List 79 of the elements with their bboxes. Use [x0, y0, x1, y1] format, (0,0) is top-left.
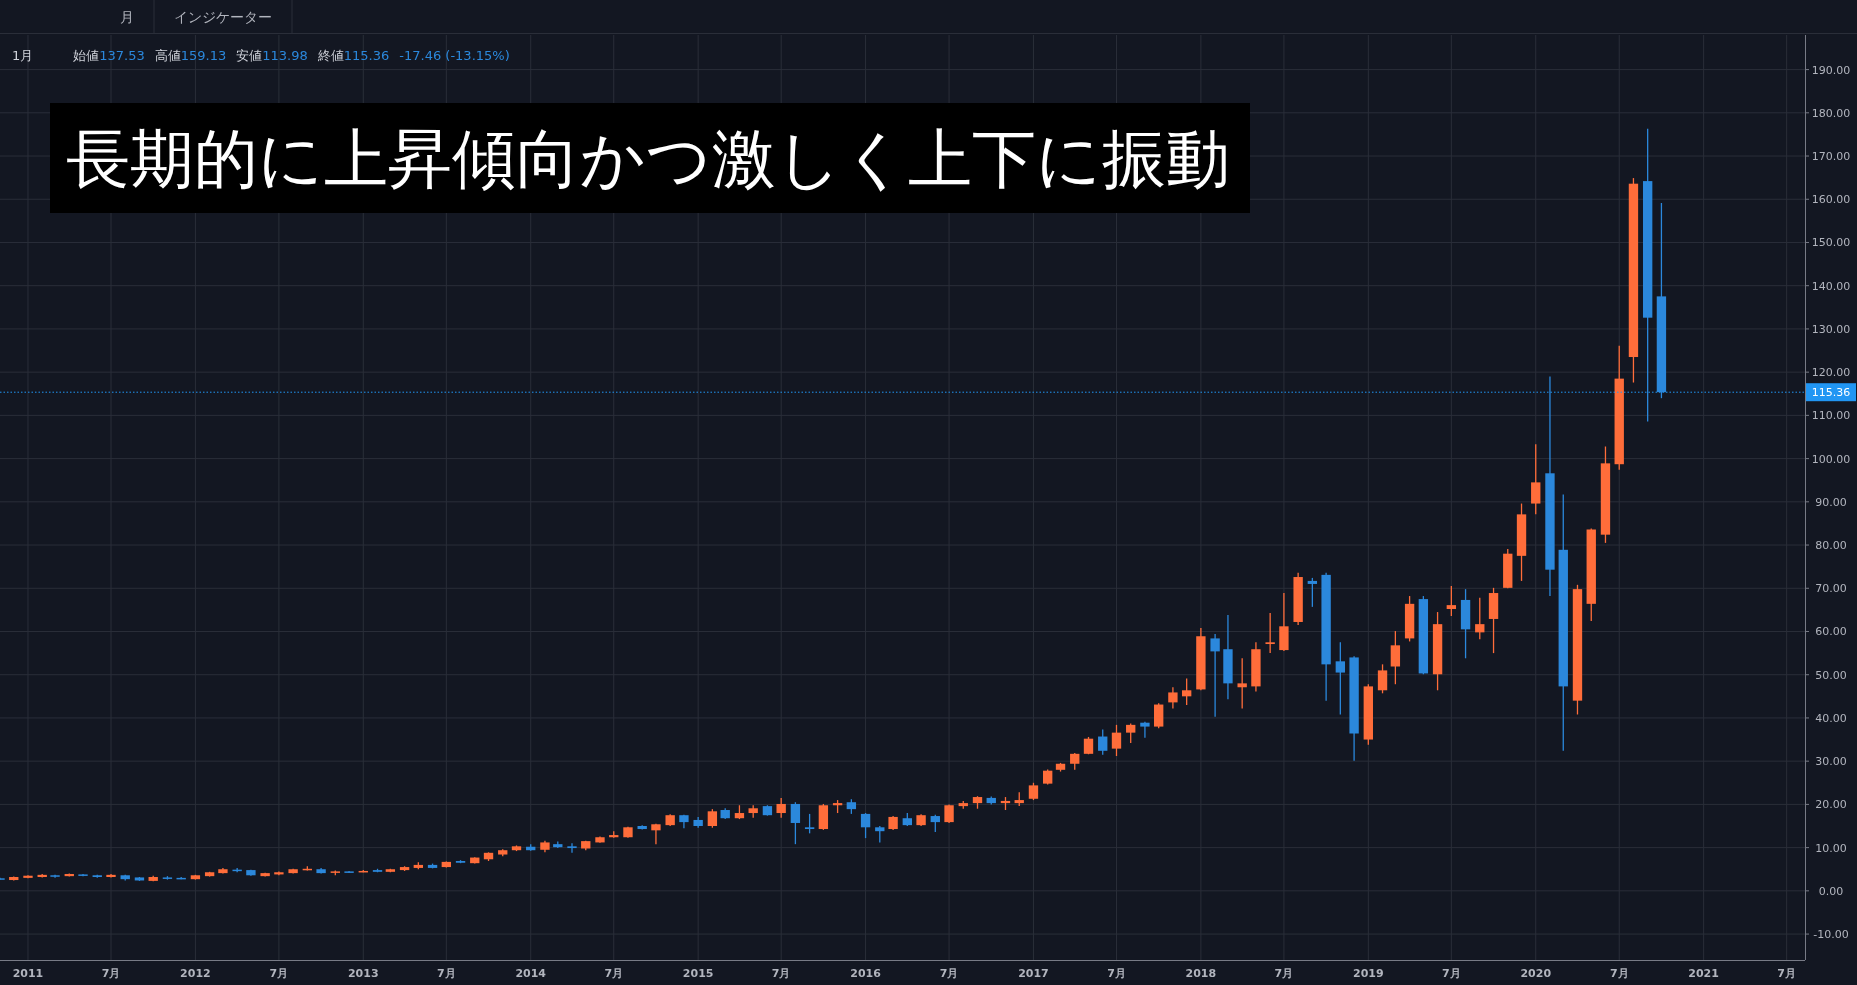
candlestick: [1111, 724, 1122, 757]
x-tick-label: 7月: [436, 967, 456, 980]
y-tick-label: 50.00: [1815, 668, 1847, 682]
candlestick: [707, 808, 718, 829]
candlestick: [776, 797, 786, 819]
candlestick: [790, 801, 801, 845]
candlestick: [1307, 577, 1318, 608]
candlestick: [818, 803, 829, 831]
x-tick-label: 7月: [1777, 967, 1796, 980]
candlestick: [1279, 592, 1289, 652]
y-tick-label: 10.00: [1815, 841, 1847, 855]
candlestick: [1210, 633, 1220, 718]
candlestick: [804, 813, 815, 834]
y-tick-label: 30.00: [1815, 755, 1847, 769]
x-tick-label: 2018: [1185, 967, 1217, 980]
x-tick-label: 7月: [1274, 967, 1294, 980]
annotation: 高値159.13: [154, 48, 227, 63]
y-tick-label: -10.00: [1813, 928, 1849, 942]
x-tick-label: 7月: [269, 967, 289, 980]
y-tick-label: 140.00: [1811, 279, 1851, 293]
candlestick: [1377, 663, 1388, 694]
y-tick-label: 0.00: [1818, 884, 1844, 898]
candlestick: [1531, 443, 1541, 516]
y-tick-label: 100.00: [1811, 452, 1851, 466]
candlestick: [1154, 702, 1164, 729]
annotation: -17.46 (-13.15%): [399, 48, 510, 63]
candlestick: [1237, 657, 1247, 710]
candlestick: [1181, 677, 1192, 706]
candlestick: [1265, 612, 1275, 654]
candlestick: [1335, 641, 1346, 716]
x-tick-label: 2016: [850, 967, 882, 980]
y-tick-label: 160.00: [1811, 193, 1851, 207]
ref-line-label: 115.36: [1811, 386, 1851, 400]
x-tick-label: 7月: [1442, 967, 1461, 980]
x-tick-label: 2020: [1520, 967, 1552, 980]
annotation: 終値115.36: [316, 48, 390, 63]
candlestick: [1126, 722, 1136, 744]
candlestick: [1140, 721, 1150, 739]
text: 月: [120, 9, 134, 25]
y-tick-label: 40.00: [1815, 711, 1847, 725]
candlestick: [1446, 585, 1457, 617]
candlestick: [567, 842, 577, 854]
y-tick-label: 70.00: [1815, 582, 1847, 596]
y-tick-label: 120.00: [1811, 366, 1851, 380]
x-tick-label: 2017: [1018, 967, 1049, 980]
x-tick-label: 7月: [939, 967, 959, 980]
y-tick-label: 180.00: [1811, 106, 1851, 120]
y-tick-label: 110.00: [1811, 409, 1851, 423]
x-tick-label: 2014: [515, 967, 547, 980]
x-tick-label: 7月: [771, 967, 791, 980]
x-tick-label: 2011: [12, 967, 44, 980]
y-tick-label: 190.00: [1811, 63, 1851, 77]
x-tick-label: 2019: [1353, 967, 1384, 980]
y-tick-label: 80.00: [1815, 539, 1847, 553]
candlestick: [944, 803, 954, 824]
x-tick-label: 2012: [180, 967, 211, 980]
y-tick-label: 130.00: [1811, 322, 1851, 336]
x-tick-label: 2015: [682, 967, 714, 980]
x-tick-label: 7月: [1609, 967, 1629, 980]
annotation: 安値113.98: [236, 48, 308, 63]
x-tick-label: 2021: [1688, 967, 1719, 980]
candlestick: [1390, 630, 1401, 685]
text: インジケーター: [174, 9, 272, 25]
x-tick-label: 7月: [1107, 967, 1126, 980]
x-tick-label: 7月: [101, 967, 121, 980]
y-tick-label: 60.00: [1815, 625, 1847, 639]
candlestick: [1168, 686, 1178, 710]
x-tick-label: 2013: [347, 967, 379, 980]
title: 長期的に上昇傾向かつ激しく上下に振動: [50, 103, 1250, 213]
candlestick: [1098, 728, 1108, 756]
y-tick-label: 90.00: [1815, 495, 1847, 509]
y-tick-label: 20.00: [1815, 798, 1847, 812]
annotation: 始値137.53: [73, 48, 145, 63]
candlestick: [860, 812, 871, 839]
candlestick: [1475, 597, 1485, 640]
annotation: 1月: [12, 48, 34, 63]
x-tick-label: 7月: [604, 967, 624, 980]
y-tick-label: 150.00: [1811, 236, 1851, 250]
y-tick-label: 170.00: [1811, 150, 1851, 164]
